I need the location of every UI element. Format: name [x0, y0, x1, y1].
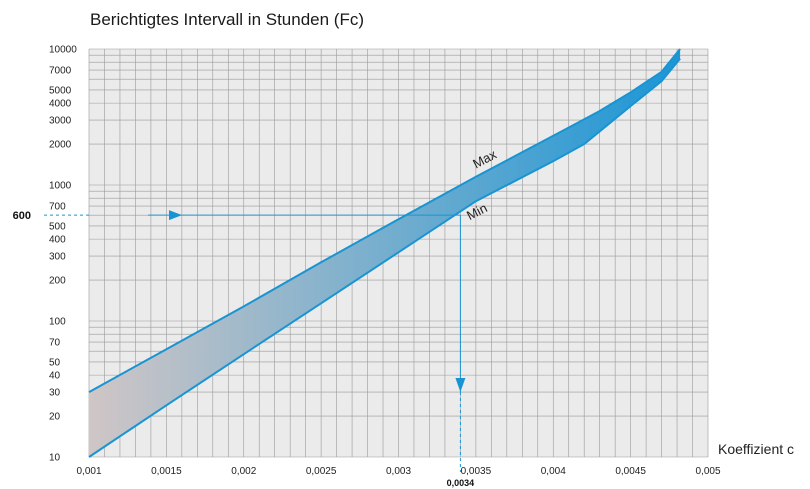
- y-tick-label: 5000: [49, 85, 72, 96]
- x-marker-label: 0,0034: [447, 478, 475, 488]
- x-tick-label: 0,002: [231, 466, 256, 477]
- reading-markers: 600 0,0034: [13, 210, 475, 488]
- y-tick-label: 2000: [49, 140, 72, 151]
- y-tick-label: 10000: [49, 45, 77, 56]
- tick-labels: 10 20 30 40 50 70 100 200 300 400 500 700 1000 2000 30…: [49, 45, 721, 478]
- x-tick-label: 0,0015: [151, 466, 182, 477]
- y-marker-label: 600: [13, 210, 31, 222]
- y-tick-label: 50: [49, 357, 61, 368]
- x-tick-label: 0,0045: [615, 466, 646, 477]
- x-marker-arrow: [455, 378, 466, 392]
- y-tick-label: 7000: [49, 66, 72, 77]
- y-tick-label: 100: [49, 317, 66, 328]
- x-tick-label: 0,005: [695, 466, 720, 477]
- x-tick-label: 0,003: [386, 466, 411, 477]
- y-tick-label: 200: [49, 276, 66, 287]
- x-axis-label: Koeffizient c: [718, 441, 794, 457]
- y-tick-label: 70: [49, 338, 61, 349]
- series-line-min: [88, 57, 681, 458]
- y-tick-label: 500: [49, 221, 66, 232]
- y-tick-label: 700: [49, 202, 66, 213]
- x-tick-label: 0,0035: [461, 466, 492, 477]
- y-tick-label: 4000: [49, 99, 72, 110]
- grid: [88, 48, 709, 458]
- y-tick-label: 20: [49, 412, 61, 423]
- x-tick-label: 0,001: [76, 466, 101, 477]
- x-tick-label: 0,004: [541, 466, 566, 477]
- y-tick-label: 300: [49, 252, 66, 263]
- y-tick-label: 30: [49, 388, 61, 399]
- chart-title: Berichtigtes Intervall in Stunden (Fc): [90, 10, 365, 29]
- y-tick-label: 1000: [49, 181, 72, 192]
- y-tick-label: 40: [49, 371, 61, 382]
- interval-band: [89, 49, 681, 457]
- y-tick-label: 10: [49, 453, 61, 464]
- y-tick-label: 400: [49, 235, 66, 246]
- y-marker-arrow: [169, 210, 182, 221]
- series-line-max: [88, 48, 681, 393]
- x-tick-label: 0,0025: [306, 466, 337, 477]
- y-tick-label: 3000: [49, 116, 72, 127]
